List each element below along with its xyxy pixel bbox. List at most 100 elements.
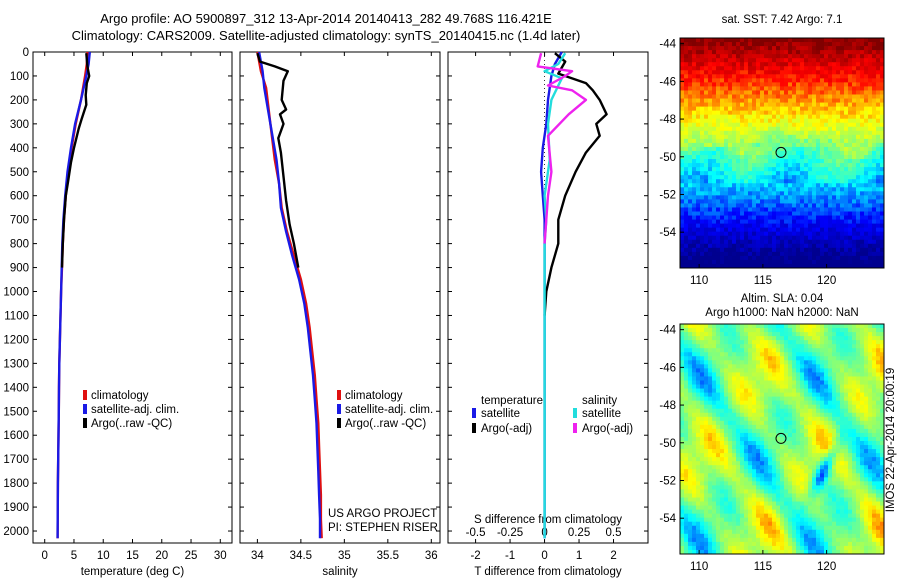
sla-map-cell [680,332,685,337]
sst-map-cell [752,54,757,59]
sst-map-cell [760,70,765,75]
sla-map-cell [732,473,737,478]
sst-map-cell [820,146,825,152]
sla-map-cell [868,465,873,470]
sst-map-cell [764,106,769,112]
sla-map-cell [828,336,833,341]
sla-map-cell [716,356,721,361]
sst-map-cell [700,251,705,257]
sst-map-cell [764,102,769,108]
sla-map-cell [840,372,845,378]
sst-map-cell [720,70,725,75]
sst-map-cell [728,255,733,261]
sla-map-cell [720,340,725,345]
sla-map-cell [804,372,809,378]
sst-map-cell [716,142,721,148]
sst-map-cell [748,239,753,245]
sla-map-cell [808,352,813,357]
sla-map-cell [860,408,865,414]
sst-map-cell [792,155,797,160]
sla-map-cell [816,436,821,442]
sst-map-cell [864,207,869,213]
sst-map-cell [856,130,861,136]
sla-map-cell [744,404,749,410]
sst-map-cell [704,146,709,152]
sst-map-cell [756,90,761,96]
sst-map-cell [696,138,701,144]
sla-map-cell [848,436,853,442]
sst-map-cell [772,155,777,160]
sst-map-cell [804,183,809,188]
sst-map-cell [876,207,881,213]
sla-map-cell [768,445,773,450]
sst-map-cell [736,98,741,104]
sla-map-cell [772,372,777,378]
sla-map-cell [708,344,713,349]
sst-map-cell [772,46,777,51]
sst-map-cell [720,175,725,180]
sst-map-cell [876,130,881,136]
sst-map-cell [764,175,769,180]
sst-map-cell [792,94,797,100]
sla-map-cell [856,436,861,442]
sst-map-cell [880,70,884,75]
sla-map-cell [776,428,781,434]
sla-map-cell [736,400,741,406]
sst-map-cell [860,183,865,188]
sla-map-cell [772,461,777,466]
sst-map-cell [828,195,833,201]
sla-map-cell [752,428,757,434]
sst-map-cell [732,223,737,229]
sla-map-cell [796,436,801,442]
sst-map-cell [816,223,821,229]
sst-map-cell [712,146,717,152]
sla-map-cell [856,344,861,349]
sla-map-cell [860,372,865,378]
sla-map-cell [680,481,685,487]
sst-map-cell [760,82,765,88]
sla-map-cell [788,344,793,349]
sst-map-cell [708,90,713,96]
sst-map-cell [800,114,805,120]
sst-map-cell [752,66,757,71]
sst-map-cell [780,199,785,205]
sla-map-cell [696,449,701,454]
sla-map-cell [844,384,849,390]
sst-map-cell [724,199,729,205]
sla-map-cell [868,453,873,458]
sst-map-cell [764,191,769,196]
sst-map-cell [816,62,821,67]
sst-map-cell [692,138,697,144]
sla-map-cell [712,461,717,466]
sst-map-cell [788,102,793,108]
sla-map-cell [820,453,825,458]
sst-map-cell [860,159,865,164]
sst-map-cell [776,259,781,265]
sla-map-cell [812,461,817,466]
sla-map-cell [772,360,777,365]
sst-map-cell [692,203,697,209]
sst-map-cell [880,50,884,55]
sla-map-cell [852,485,857,491]
sst-map-cell [876,171,881,176]
sst-map-cell [788,118,793,124]
sst-map-cell [804,122,809,128]
sla-map-cell [704,332,709,337]
sst-map-cell [816,114,821,120]
sst-map-cell [804,114,809,120]
sst-map-cell [796,227,801,233]
sla-map-cell [720,445,725,450]
sla-map-cell [732,420,737,426]
sla-map-cell [792,388,797,394]
sla-map-cell [776,400,781,406]
sst-map-cell [836,179,841,184]
sla-map-cell [772,441,777,446]
sla-map-cell [740,428,745,434]
sla-map-cell [816,420,821,426]
sst-map-cell [860,259,865,265]
sla-map-cell [720,332,725,337]
sst-map-cell [808,78,813,83]
sla-map-cell [756,352,761,357]
sla-map-cell [772,481,777,487]
sla-map-cell [744,360,749,365]
